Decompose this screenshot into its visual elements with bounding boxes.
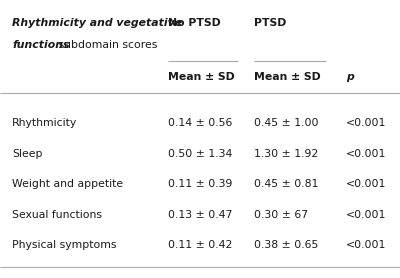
Text: <0.001: <0.001	[346, 118, 386, 128]
Text: Physical symptoms: Physical symptoms	[12, 240, 116, 250]
Text: 0.13 ± 0.47: 0.13 ± 0.47	[168, 210, 232, 220]
Text: 1.30 ± 1.92: 1.30 ± 1.92	[254, 149, 318, 159]
Text: Weight and appetite: Weight and appetite	[12, 179, 123, 189]
Text: <0.001: <0.001	[346, 240, 386, 250]
Text: Sleep: Sleep	[12, 149, 42, 159]
Text: 0.50 ± 1.34: 0.50 ± 1.34	[168, 149, 232, 159]
Text: PTSD: PTSD	[254, 18, 286, 28]
Text: Mean ± SD: Mean ± SD	[168, 72, 235, 82]
Text: <0.001: <0.001	[346, 179, 386, 189]
Text: 0.30 ± 67: 0.30 ± 67	[254, 210, 308, 220]
Text: 0.14 ± 0.56: 0.14 ± 0.56	[168, 118, 232, 128]
Text: p: p	[346, 72, 354, 82]
Text: 0.38 ± 0.65: 0.38 ± 0.65	[254, 240, 318, 250]
Text: 0.11 ± 0.42: 0.11 ± 0.42	[168, 240, 232, 250]
Text: Rhythmicity: Rhythmicity	[12, 118, 77, 128]
Text: <0.001: <0.001	[346, 210, 386, 220]
Text: Rhythmicity and vegetative: Rhythmicity and vegetative	[12, 18, 182, 28]
Text: Sexual functions: Sexual functions	[12, 210, 102, 220]
Text: 0.45 ± 0.81: 0.45 ± 0.81	[254, 179, 318, 189]
Text: <0.001: <0.001	[346, 149, 386, 159]
Text: 0.45 ± 1.00: 0.45 ± 1.00	[254, 118, 318, 128]
Text: functions: functions	[12, 40, 70, 50]
Text: subdomain scores: subdomain scores	[55, 40, 158, 50]
Text: 0.11 ± 0.39: 0.11 ± 0.39	[168, 179, 232, 189]
Text: No PTSD: No PTSD	[168, 18, 221, 28]
Text: Mean ± SD: Mean ± SD	[254, 72, 321, 82]
